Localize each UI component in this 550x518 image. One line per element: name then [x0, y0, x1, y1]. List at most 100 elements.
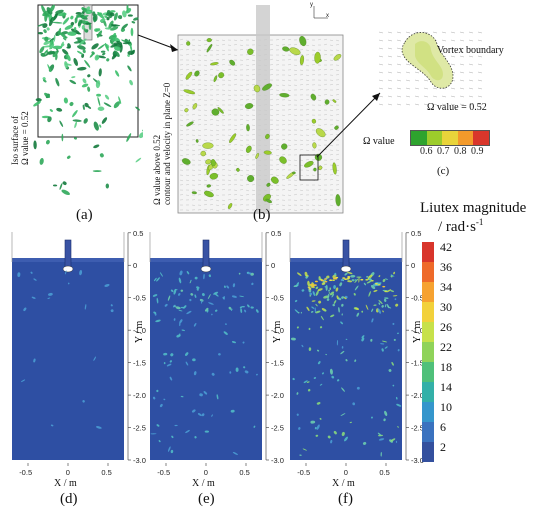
omega-contour-blob	[314, 51, 321, 64]
velocity-vector	[185, 104, 190, 107]
velocity-vector	[281, 104, 286, 107]
velocity-vector	[179, 38, 184, 41]
omega-contour-blob	[282, 46, 290, 52]
velocity-vector	[179, 109, 184, 111]
velocity-vector	[269, 138, 274, 141]
domain-background	[12, 262, 124, 460]
velocity-vector	[239, 154, 244, 156]
liutex-spot	[205, 307, 209, 312]
liutex-spot	[341, 346, 344, 349]
y-tick-label: -1.5	[271, 359, 284, 368]
iso-surface-blob	[44, 50, 52, 57]
liutex-spot	[223, 331, 228, 335]
liutex-spot	[305, 275, 309, 279]
velocity-vector	[329, 59, 334, 61]
velocity-arrow	[378, 71, 384, 74]
liutex-spot	[345, 359, 348, 362]
liutex-spot	[308, 327, 311, 331]
velocity-vector	[329, 204, 334, 207]
air-bubble	[340, 265, 352, 273]
velocity-arrow	[405, 87, 411, 90]
liutex-spot	[82, 400, 85, 403]
panel-b-ylabel: Ω value above 0.52 contour and velocity …	[152, 82, 172, 205]
omega-contour-blob	[299, 55, 304, 66]
x-axis-label: X / m	[54, 478, 77, 489]
velocity-vector	[203, 169, 208, 171]
velocity-vector	[239, 169, 244, 172]
liutex-spot	[166, 363, 172, 367]
liutex-spot	[306, 306, 310, 312]
liutex-spot	[328, 292, 331, 294]
velocity-vector	[221, 69, 226, 71]
liutex-colorbar-swatch	[422, 282, 434, 302]
liutex-arc-spot	[377, 283, 381, 286]
velocity-arrow	[414, 71, 420, 74]
velocity-arrow	[387, 103, 393, 106]
velocity-vector	[197, 119, 202, 121]
iso-surface-blob	[46, 27, 50, 31]
liutex-spot	[199, 393, 203, 397]
x-tick-label: -0.5	[19, 468, 32, 477]
y-tick-label: -3.0	[411, 456, 424, 465]
liutex-spot	[178, 277, 182, 284]
y-tick-label: -0.5	[133, 294, 146, 303]
velocity-vector	[227, 159, 232, 161]
velocity-vector	[197, 69, 202, 72]
iso-surface-blob	[113, 12, 118, 21]
liutex-spot	[344, 295, 348, 299]
velocity-arrow	[396, 63, 402, 66]
velocity-vector	[251, 78, 256, 81]
iso-surface-blob	[77, 66, 87, 71]
velocity-vector	[191, 54, 196, 56]
velocity-vector	[191, 89, 196, 91]
liutex-spot	[93, 356, 96, 361]
liutex-spot	[185, 361, 189, 366]
liutex-spot	[340, 321, 344, 325]
iso-surface-blob	[52, 50, 59, 58]
panel-b-axis-x: x	[326, 13, 329, 19]
velocity-vector	[287, 119, 292, 121]
liutex-spot	[194, 294, 197, 298]
iso-surface-blob	[122, 10, 127, 18]
velocity-vector	[197, 144, 202, 146]
velocity-vector	[293, 193, 298, 196]
iso-surface-blob	[70, 21, 75, 26]
velocity-vector	[221, 114, 226, 117]
velocity-vector	[209, 204, 214, 206]
liutex-spot	[167, 295, 171, 301]
iso-surface-blob	[122, 41, 132, 45]
velocity-arrow	[432, 31, 438, 34]
velocity-vector	[197, 194, 202, 196]
liutex-spot	[23, 307, 27, 312]
liutex-tick-label: 6	[440, 420, 446, 434]
velocity-vector	[269, 109, 274, 111]
velocity-vector	[245, 64, 250, 67]
velocity-vector	[221, 208, 226, 211]
velocity-vector	[329, 179, 334, 181]
velocity-vector	[179, 68, 184, 71]
x-tick-label: 0.5	[239, 468, 249, 477]
iso-surface-blob	[33, 140, 37, 150]
velocity-vector	[323, 198, 328, 201]
omega-contour-blob	[332, 99, 337, 103]
y-tick-label: -2.5	[271, 424, 284, 433]
liutex-spot	[315, 286, 319, 290]
liutex-spot	[315, 310, 321, 314]
velocity-arrow	[387, 71, 393, 74]
liutex-colorbar-swatch	[422, 342, 434, 362]
omega-contour-blob	[313, 167, 317, 172]
velocity-vector	[233, 199, 238, 201]
velocity-vector	[323, 139, 328, 141]
liutex-spot	[316, 349, 320, 352]
liutex-spot	[201, 293, 205, 297]
liutex-spot	[366, 275, 369, 278]
velocity-arrow	[432, 87, 438, 90]
liutex-spot	[320, 315, 324, 321]
velocity-vector	[239, 44, 244, 46]
liutex-spot	[190, 279, 192, 282]
liutex-spot	[306, 381, 310, 383]
liutex-spot	[313, 377, 317, 379]
iso-surface-blob	[99, 153, 104, 158]
omega-contour-blob	[299, 35, 307, 47]
liutex-spot	[251, 282, 254, 286]
